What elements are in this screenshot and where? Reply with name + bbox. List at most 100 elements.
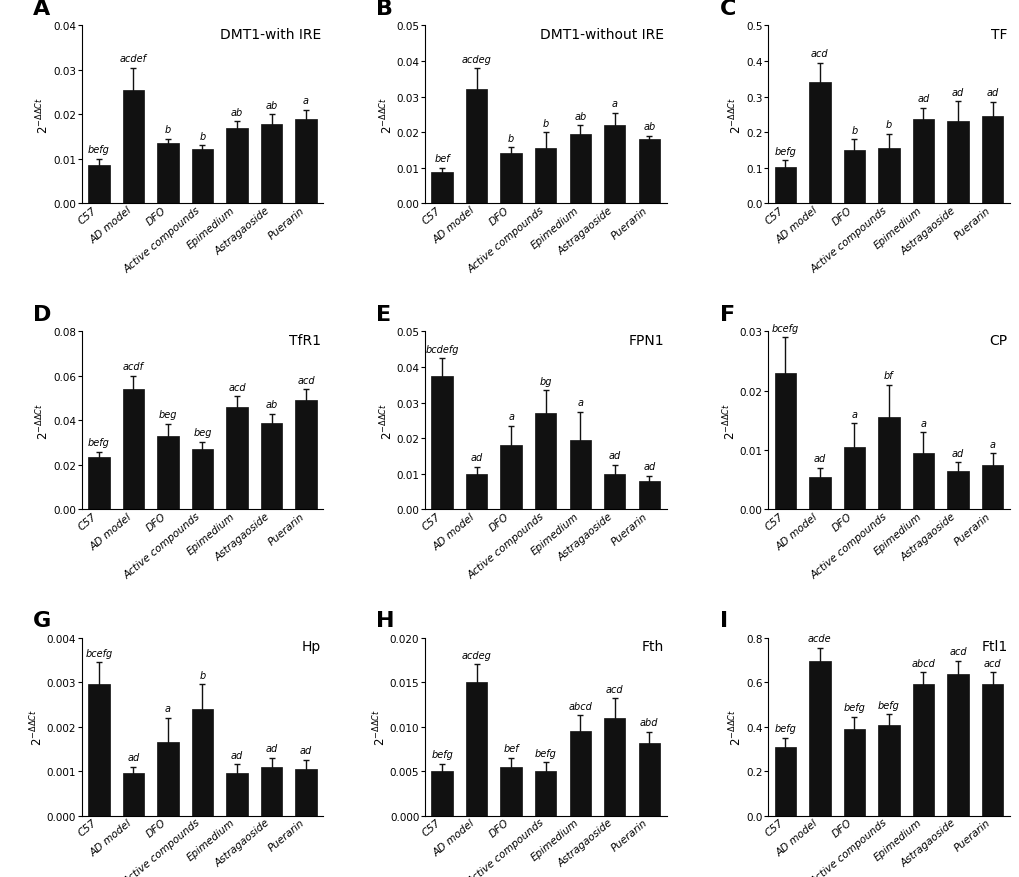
Text: acd: acd (297, 375, 315, 385)
Y-axis label: 2$^{-ΔΔCt}$: 2$^{-ΔΔCt}$ (728, 96, 744, 133)
Text: ad: ad (127, 752, 140, 762)
Bar (192, 450, 213, 510)
Bar (638, 481, 659, 510)
Text: bf: bf (883, 371, 893, 381)
Text: a: a (507, 412, 514, 422)
Text: F: F (719, 305, 734, 325)
Text: bcefg: bcefg (86, 648, 112, 658)
Bar (603, 718, 625, 816)
Text: a: a (577, 397, 583, 408)
Bar (122, 390, 144, 510)
Bar (88, 167, 109, 204)
Text: acdeg: acdeg (462, 54, 491, 65)
Y-axis label: 2$^{-ΔΔCt}$: 2$^{-ΔΔCt}$ (371, 709, 388, 745)
Text: a: a (303, 96, 309, 106)
Text: acd: acd (810, 49, 827, 60)
Text: acdef: acdef (120, 54, 147, 64)
Bar (226, 774, 248, 816)
Bar (296, 119, 317, 204)
Text: beg: beg (159, 410, 177, 420)
Bar (981, 117, 1003, 204)
Bar (157, 144, 178, 204)
Bar (603, 474, 625, 510)
Text: acd: acd (228, 382, 246, 392)
Bar (261, 125, 282, 204)
Text: b: b (884, 120, 892, 131)
Bar (773, 168, 795, 204)
Text: befg: befg (773, 146, 796, 157)
Text: G: G (34, 610, 51, 631)
Text: bcdefg: bcdefg (425, 345, 459, 354)
Text: acde: acde (807, 633, 830, 644)
Bar (535, 771, 555, 816)
Text: ad: ad (230, 750, 243, 760)
Text: b: b (851, 125, 857, 136)
Text: befg: befg (773, 724, 796, 733)
Bar (569, 135, 590, 204)
Text: a: a (611, 99, 618, 109)
Y-axis label: 2$^{-ΔΔCt}$: 2$^{-ΔΔCt}$ (378, 403, 394, 439)
Y-axis label: 2$^{-ΔΔCt}$: 2$^{-ΔΔCt}$ (35, 403, 52, 439)
Text: TF: TF (989, 28, 1007, 42)
Bar (466, 682, 487, 816)
Text: b: b (199, 132, 206, 142)
Text: Fth: Fth (641, 639, 663, 653)
Y-axis label: 2$^{-ΔΔCt}$: 2$^{-ΔΔCt}$ (720, 403, 738, 439)
Bar (808, 661, 829, 816)
Bar (122, 774, 144, 816)
Text: ab: ab (643, 122, 655, 132)
Text: abcd: abcd (911, 658, 934, 668)
Text: b: b (507, 133, 514, 144)
Text: acd: acd (949, 646, 966, 657)
Bar (877, 725, 899, 816)
Text: a: a (988, 439, 995, 449)
Text: befg: befg (877, 700, 899, 710)
Bar (296, 769, 317, 816)
Text: CP: CP (988, 334, 1007, 348)
Text: TfR1: TfR1 (288, 334, 321, 348)
Text: b: b (199, 670, 206, 680)
Text: bg: bg (539, 376, 551, 386)
Text: acd: acd (982, 658, 1001, 668)
Bar (912, 119, 933, 204)
Text: acdf: acdf (122, 362, 144, 372)
Bar (226, 408, 248, 510)
Text: befg: befg (534, 748, 556, 758)
Text: befg: befg (88, 146, 110, 155)
Bar (192, 709, 213, 816)
Text: befg: befg (88, 438, 110, 447)
Text: ad: ad (951, 88, 963, 97)
Text: acd: acd (605, 684, 623, 694)
Y-axis label: 2$^{-ΔΔCt}$: 2$^{-ΔΔCt}$ (29, 709, 45, 745)
Text: befg: befg (843, 702, 864, 712)
Bar (877, 418, 899, 510)
Text: bef: bef (502, 744, 519, 753)
Bar (261, 424, 282, 510)
Bar (808, 83, 829, 204)
Text: a: a (851, 410, 857, 419)
Bar (466, 474, 487, 510)
Bar (877, 149, 899, 204)
Text: a: a (919, 418, 925, 428)
Text: FPN1: FPN1 (628, 334, 663, 348)
Bar (192, 150, 213, 204)
Text: D: D (34, 305, 52, 325)
Bar (773, 746, 795, 816)
Bar (535, 149, 555, 204)
Bar (500, 446, 522, 510)
Bar (500, 766, 522, 816)
Text: DMT1-without IRE: DMT1-without IRE (540, 28, 663, 42)
Text: abcd: abcd (568, 701, 592, 710)
Bar (981, 466, 1003, 510)
Text: A: A (34, 0, 51, 19)
Bar (843, 729, 864, 816)
Text: ad: ad (951, 448, 963, 458)
Bar (569, 440, 590, 510)
Bar (88, 458, 109, 510)
Bar (843, 447, 864, 510)
Text: DMT1-with IRE: DMT1-with IRE (219, 28, 321, 42)
Bar (912, 453, 933, 510)
Text: ad: ad (265, 744, 277, 753)
Bar (226, 129, 248, 204)
Text: C: C (719, 0, 736, 19)
